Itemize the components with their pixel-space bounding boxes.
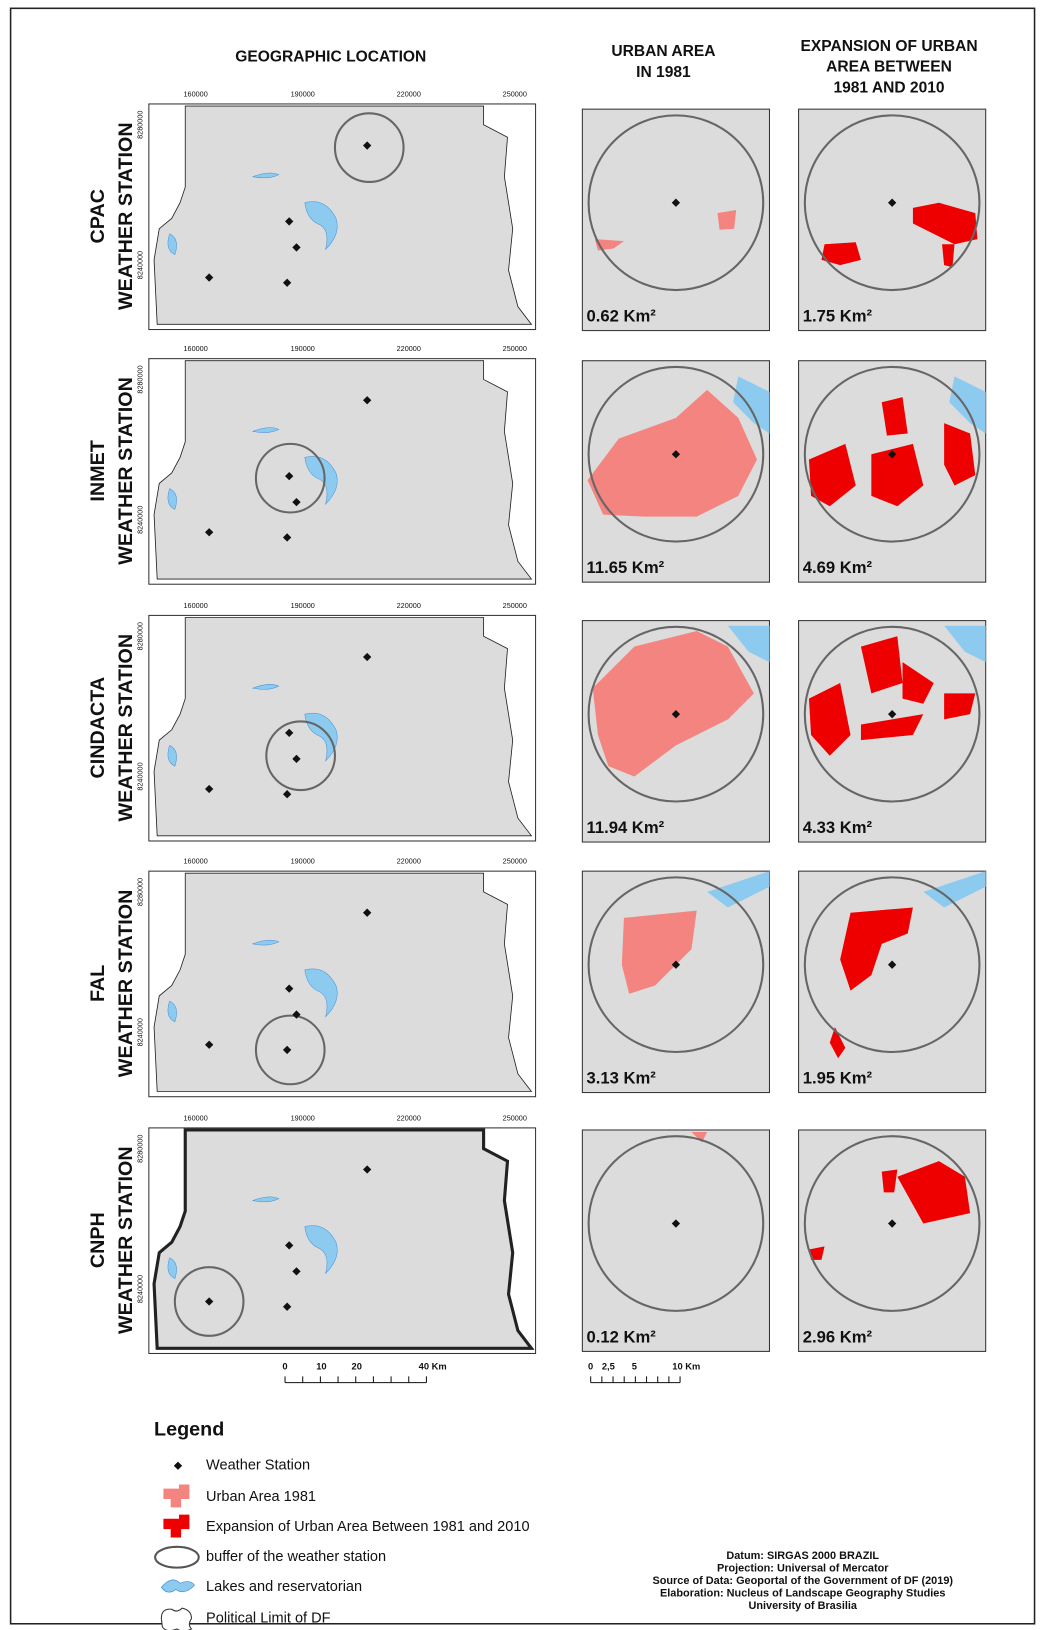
header: GEOGRAPHIC LOCATION	[235, 48, 426, 65]
y-tick: 8280000	[135, 365, 144, 393]
y-tick: 8280000	[135, 1135, 144, 1163]
x-tick-label: 190000	[291, 857, 315, 866]
header: IN 1981	[636, 64, 691, 81]
y-tick-label: 8280000	[135, 1135, 144, 1163]
area-value: 11.65 Km²	[587, 558, 665, 577]
y-tick: 8280000	[135, 878, 144, 906]
station-subtitle: WEATHER STATION	[115, 890, 137, 1078]
x-tick-label: 160000	[184, 344, 208, 353]
legend-label: Lakes and reservatorian	[206, 1579, 362, 1595]
y-tick: 8240000	[135, 506, 144, 534]
station-name: CPAC	[87, 189, 109, 244]
x-tick-label: 250000	[503, 1113, 527, 1122]
scale-label: 10 Km	[672, 1361, 700, 1371]
x-tick-label: 250000	[503, 344, 527, 353]
y-tick-label: 8240000	[135, 251, 144, 279]
y-tick: 8240000	[135, 1275, 144, 1303]
panel-frame	[582, 1130, 769, 1351]
df-limit	[154, 361, 531, 579]
station-subtitle: WEATHER STATION	[115, 1146, 137, 1334]
df-limit	[154, 106, 531, 324]
header: AREA BETWEEN	[826, 59, 952, 76]
station-name: FAL	[87, 965, 109, 1002]
credit-line: Source of Data: Geoportal of the Governm…	[652, 1575, 953, 1587]
area-value: 11.94 Km²	[587, 818, 665, 837]
scale-label: 10	[316, 1361, 326, 1371]
legend-title: Legend	[154, 1419, 224, 1441]
x-tick-label: 250000	[503, 857, 527, 866]
legend-icon	[161, 1608, 191, 1630]
area-value: 2.96 Km²	[803, 1327, 873, 1346]
panel-frame	[799, 871, 986, 1092]
x-tick-label: 250000	[503, 601, 527, 610]
x-tick-label: 160000	[184, 601, 208, 610]
df-limit	[154, 873, 531, 1091]
x-tick-label: 220000	[397, 344, 421, 353]
df-limit	[154, 617, 531, 835]
x-tick-label: 160000	[184, 90, 208, 99]
station-subtitle: WEATHER STATION	[115, 634, 137, 822]
area-value: 4.69 Km²	[803, 558, 873, 577]
legend-label: Expansion of Urban Area Between 1981 and…	[206, 1519, 530, 1535]
credit-line: Elaboration: Nucleus of Landscape Geogra…	[660, 1587, 945, 1599]
legend-label: buffer of the weather station	[206, 1549, 386, 1565]
y-tick-label: 8240000	[135, 1018, 144, 1046]
x-tick-label: 220000	[397, 601, 421, 610]
scale-label: 20	[352, 1361, 362, 1371]
legend-label: Urban Area 1981	[206, 1489, 316, 1505]
credit-line: University of Brasilia	[748, 1600, 857, 1612]
scale-label: 40 Km	[419, 1361, 447, 1371]
y-tick: 8280000	[135, 111, 144, 139]
x-tick-label: 220000	[397, 857, 421, 866]
y-tick-label: 8280000	[135, 111, 144, 139]
scale-label: 0	[588, 1361, 593, 1371]
figure: GEOGRAPHIC LOCATION URBAN AREA IN 1981 E…	[0, 0, 1041, 1630]
y-tick: 8240000	[135, 251, 144, 279]
scale-label: 0	[282, 1361, 287, 1371]
header: EXPANSION OF URBAN	[800, 38, 977, 55]
panel-frame	[582, 871, 769, 1092]
x-tick-label: 160000	[184, 857, 208, 866]
y-tick-label: 8280000	[135, 365, 144, 393]
x-tick-label: 190000	[291, 1113, 315, 1122]
y-tick: 8240000	[135, 1018, 144, 1046]
header: 1981 AND 2010	[833, 79, 944, 96]
y-tick-label: 8240000	[135, 1275, 144, 1303]
panel-frame	[582, 109, 769, 330]
area-value: 0.62 Km²	[587, 306, 657, 325]
area-value: 4.33 Km²	[803, 818, 873, 837]
station-subtitle: WEATHER STATION	[115, 122, 137, 310]
scale-label: 5	[632, 1361, 637, 1371]
df-limit	[154, 1130, 531, 1348]
x-tick-label: 160000	[184, 1113, 208, 1122]
y-tick: 8240000	[135, 762, 144, 790]
x-tick-label: 220000	[397, 90, 421, 99]
scale-label: 2,5	[602, 1361, 615, 1371]
x-tick-label: 250000	[503, 90, 527, 99]
legend-label: Weather Station	[206, 1458, 310, 1474]
y-tick: 8280000	[135, 622, 144, 650]
legend-label: Political Limit of DF	[206, 1610, 331, 1626]
y-tick-label: 8280000	[135, 622, 144, 650]
station-name: INMET	[87, 440, 109, 501]
area-value: 1.75 Km²	[803, 306, 873, 325]
y-tick-label: 8240000	[135, 506, 144, 534]
x-tick-label: 190000	[291, 344, 315, 353]
y-tick-label: 8240000	[135, 762, 144, 790]
credit-line: Datum: SIRGAS 2000 BRAZIL	[726, 1550, 879, 1562]
station-name: CINDACTA	[87, 677, 109, 779]
urban-area	[717, 210, 736, 230]
area-value: 0.12 Km²	[587, 1327, 657, 1346]
area-value: 1.95 Km²	[803, 1068, 873, 1087]
station-subtitle: WEATHER STATION	[115, 377, 137, 565]
panel-frame	[799, 1130, 986, 1351]
area-value: 3.13 Km²	[587, 1068, 657, 1087]
y-tick-label: 8280000	[135, 878, 144, 906]
header: URBAN AREA	[611, 43, 715, 60]
x-tick-label: 190000	[291, 601, 315, 610]
x-tick-label: 220000	[397, 1113, 421, 1122]
credit-line: Projection: Universal of Mercator	[717, 1563, 889, 1575]
x-tick-label: 190000	[291, 90, 315, 99]
station-name: CNPH	[87, 1212, 109, 1268]
